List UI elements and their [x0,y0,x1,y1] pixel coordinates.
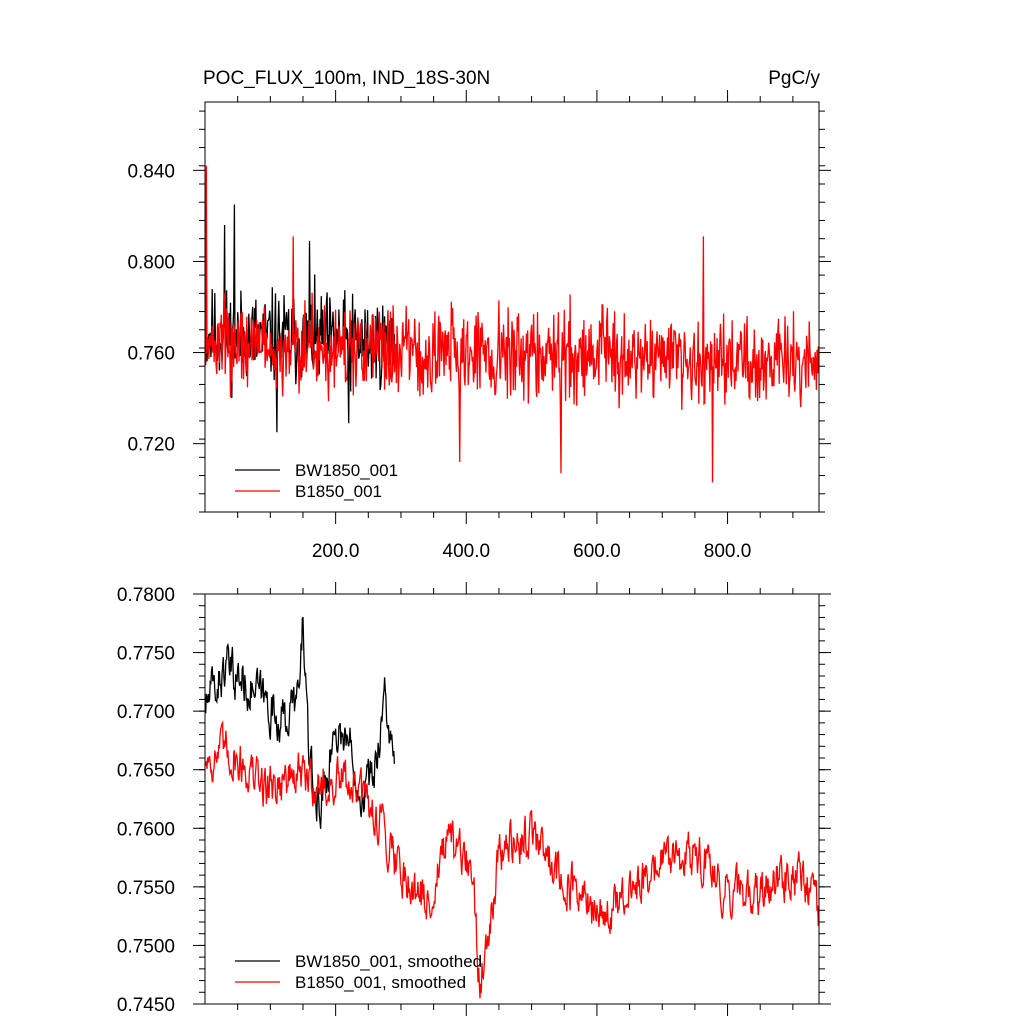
top-plot-frame [204,101,820,513]
y-tick-label: 0.800 [127,252,175,273]
x-tick-label: 800.0 [704,541,752,562]
top-axis-ticks: 200.0 400.0 600.0 800.0 0.720 0.760 0.800 0.840 [127,90,831,562]
series-line-0 [205,204,396,433]
legend-label-b1850-smoothed: B1850_001, smoothed [295,973,466,992]
series-line-1 [205,720,819,999]
bottom-axis-ticks: 0.7450 0.7500 0.7550 0.7600 0.7650 0.7700 0.77… [117,582,831,1016]
y-tick-label: 0.7450 [117,995,175,1016]
top-series-lines [205,165,819,483]
bottom-series-lines [205,616,819,999]
series-line-1 [205,165,819,483]
y-tick-label: 0.7600 [117,819,175,840]
top-legend: BW1850_001 B1850_001 [235,461,398,501]
bottom-legend: BW1850_001, smoothed B1850_001, smoothed [235,952,482,992]
top-panel: POC_FLUX_100m, IND_18S-30N PgC/y 200.0 40… [127,68,831,562]
x-tick-label: 600.0 [573,541,621,562]
y-tick-label: 0.720 [127,435,175,456]
y-tick-label: 0.7700 [117,702,175,723]
x-tick-label: 400.0 [443,541,491,562]
legend-label-b1850: B1850_001 [295,482,382,501]
y-tick-label: 0.7750 [117,644,175,665]
y-tick-label: 0.760 [127,344,175,365]
y-tick-label: 0.7500 [117,936,175,957]
x-tick-label: 200.0 [312,541,360,562]
legend-label-bw1850: BW1850_001 [295,461,398,480]
y-tick-label: 0.7800 [117,585,175,606]
bottom-panel: 0.7450 0.7500 0.7550 0.7600 0.7650 0.7700 0.77… [117,582,831,1016]
y-tick-label: 0.7550 [117,878,175,899]
chart-title: POC_FLUX_100m, IND_18S-30N [203,68,490,89]
units-label: PgC/y [768,68,820,89]
y-tick-label: 0.7650 [117,761,175,782]
y-tick-label: 0.840 [127,161,175,182]
bottom-plot-frame [204,593,820,1005]
legend-label-bw1850-smoothed: BW1850_001, smoothed [295,952,482,971]
